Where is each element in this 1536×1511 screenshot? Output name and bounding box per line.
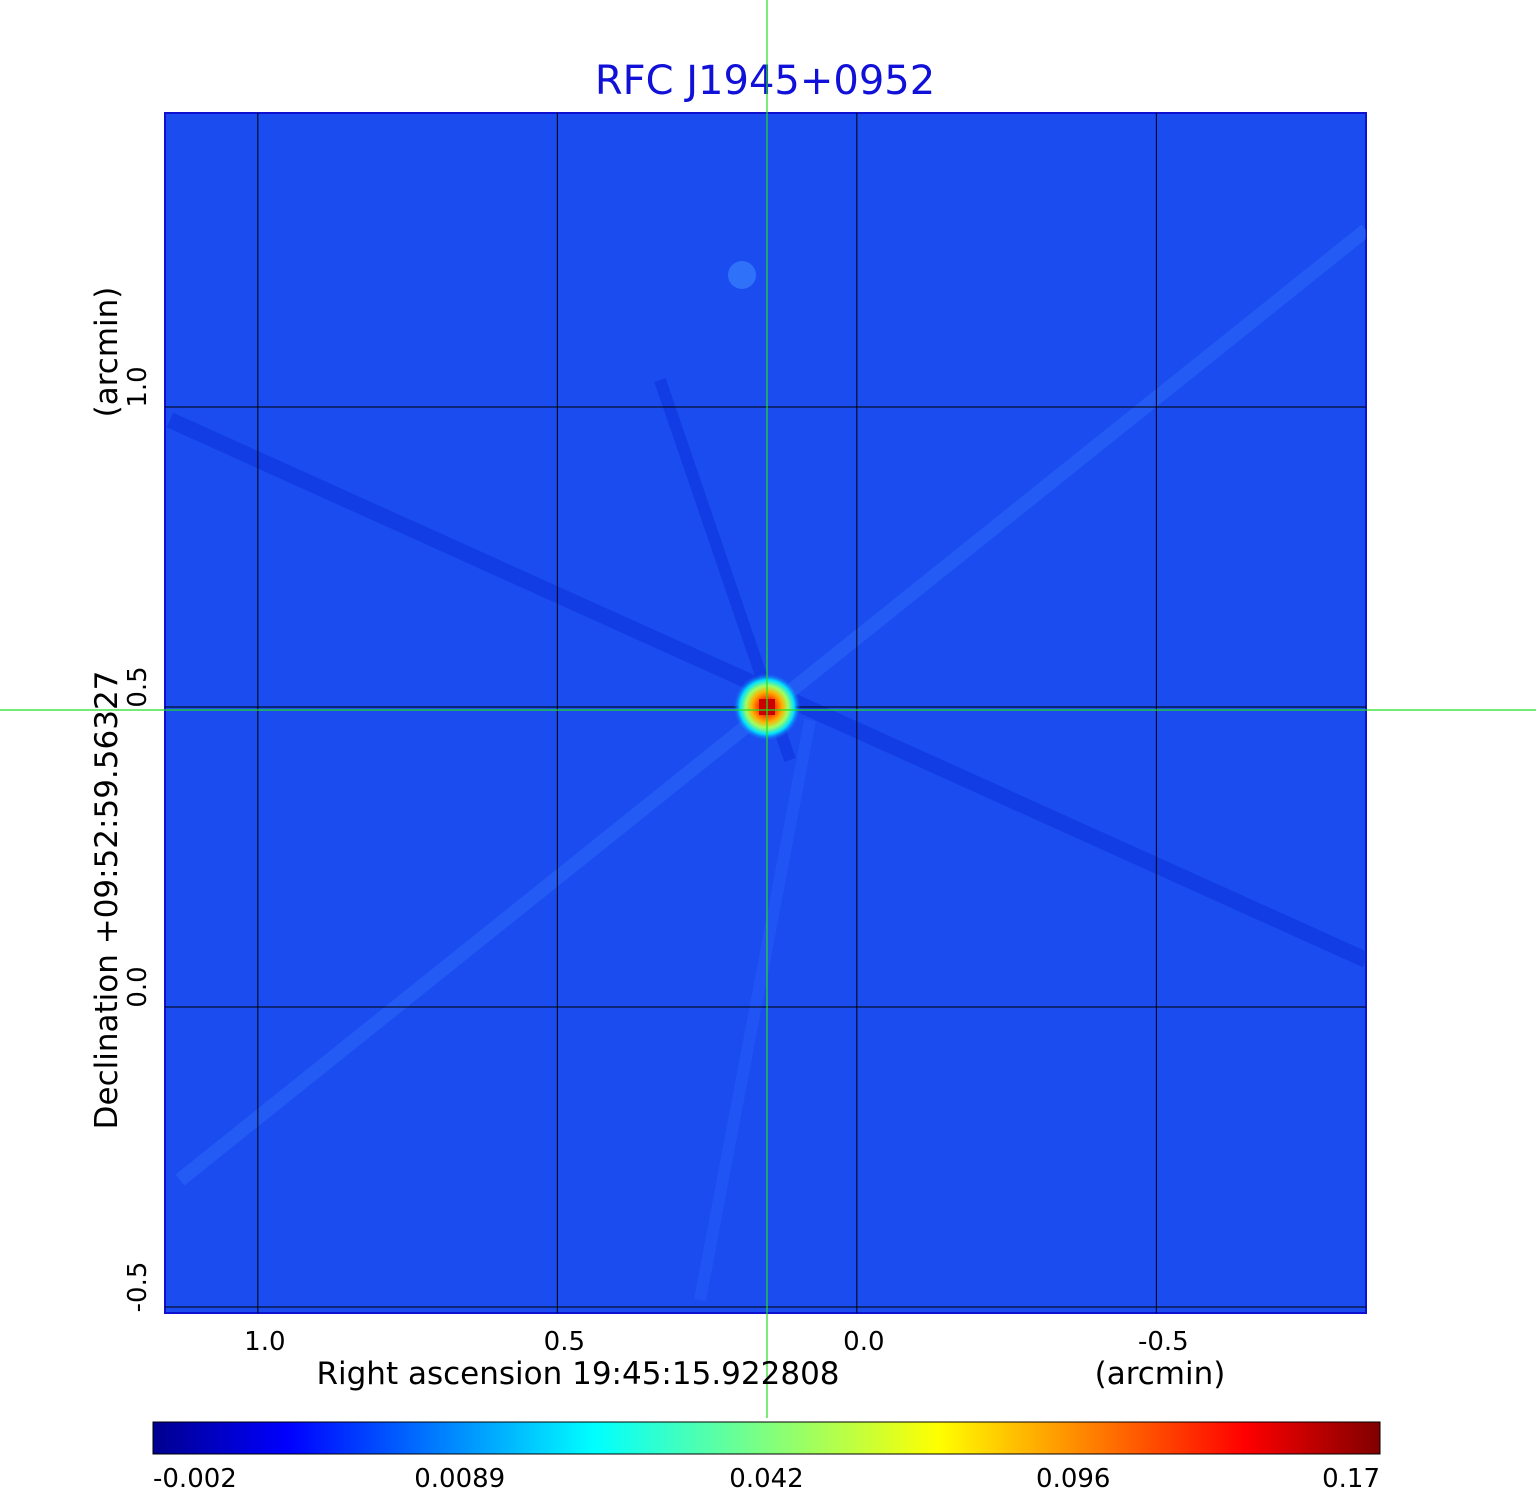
x-axis-label: Right ascension 19:45:15.922808 — [316, 1356, 839, 1392]
y-tick-label: -0.5 — [123, 1262, 153, 1313]
colorbar-tick-label: 0.0089 — [414, 1464, 505, 1494]
chart-title: RFC J1945+0952 — [595, 58, 935, 104]
y-axis-unit: (arcmin) — [89, 287, 125, 418]
x-tick-label: -0.5 — [1138, 1327, 1189, 1357]
y-tick-label: 0.0 — [123, 966, 153, 1007]
colorbar-tick-label: -0.002 — [153, 1464, 237, 1494]
coordinate-grid — [165, 113, 1366, 1313]
y-tick-labels: 1.0 0.5 0.0 -0.5 — [123, 366, 153, 1312]
colorbar-tick-labels: -0.002 0.0089 0.042 0.096 0.17 — [153, 1464, 1380, 1494]
colorbar-tick-label: 0.042 — [729, 1464, 803, 1494]
colorbar-tick-label: 0.096 — [1036, 1464, 1110, 1494]
y-tick-label: 1.0 — [123, 366, 153, 407]
sidelobe-streak — [694, 718, 816, 1302]
crosshair — [0, 0, 1536, 1418]
y-tick-label: 0.5 — [123, 666, 153, 707]
x-tick-label: 0.0 — [843, 1327, 884, 1357]
faint-source — [728, 261, 756, 289]
x-tick-label: 0.5 — [544, 1327, 585, 1357]
colorbar-tick-label: 0.17 — [1322, 1464, 1380, 1494]
y-axis-label: Declination +09:52:59.56327 — [89, 671, 125, 1130]
x-axis-unit: (arcmin) — [1095, 1356, 1226, 1392]
x-tick-labels: 1.0 0.5 0.0 -0.5 — [244, 1327, 1189, 1357]
x-tick-label: 1.0 — [244, 1327, 285, 1357]
colorbar — [152, 1421, 1381, 1455]
